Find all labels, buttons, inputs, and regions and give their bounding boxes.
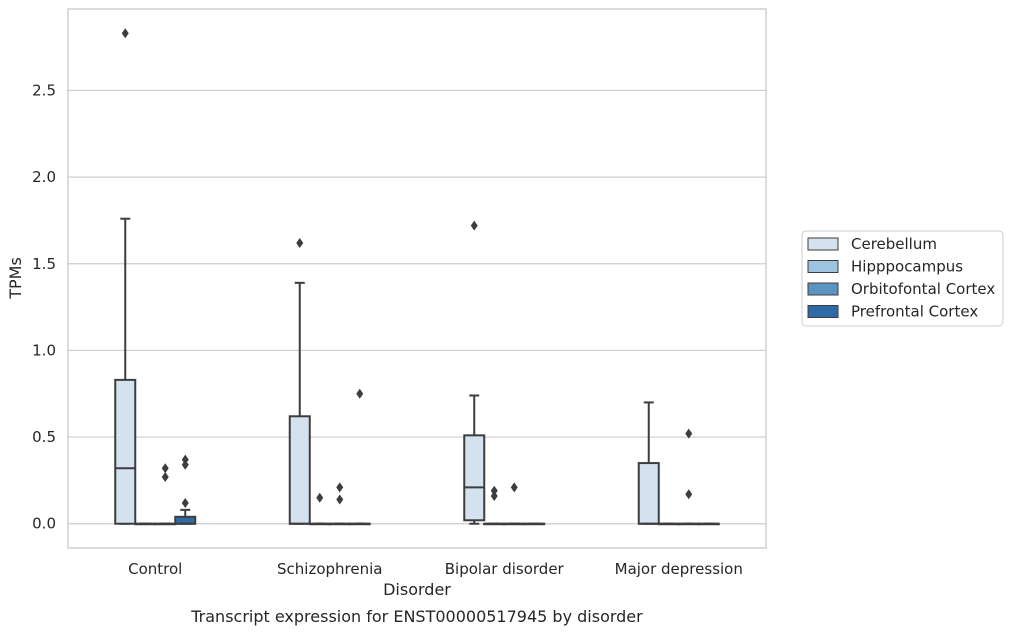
legend-frame [801,230,1004,327]
x-tick-label: Bipolar disorder [445,560,565,578]
box-prefrontal-cortex [697,522,720,526]
box-orbitofontal-cortex [677,428,700,526]
plot-area-frame [67,8,767,549]
x-tick-label: Major depression [615,560,743,578]
y-tick-labels: 0.0 0.5 1.0 1.5 2.0 2.5 [32,81,56,532]
y-tick-label: 2.0 [32,168,56,186]
box-prefrontal-cortex [348,388,371,526]
box-hipppocampus [657,522,680,526]
legend-label: Prefrontal Cortex [851,303,978,321]
box-body [114,378,137,525]
outlier-point [181,459,189,470]
outlier-point [121,28,129,39]
outlier-point [181,454,189,465]
legend-swatch [807,260,839,273]
outlier-point [296,237,304,248]
outlier-point [685,428,693,439]
box-body [174,515,197,525]
box-orbitofontal-cortex [328,482,351,526]
legend-label: Cerebellum [851,235,937,253]
box-cerebellum [114,28,137,525]
legend-swatch [807,237,839,251]
outlier-point [316,492,324,503]
box-body [637,462,660,525]
legend-label: Hipppocampus [851,258,963,276]
outlier-point [336,482,344,493]
x-tick-labels: Control Schizophrenia Bipolar disorder Majo… [128,560,743,578]
outlier-point [356,388,364,399]
box-hipppocampus [483,485,506,526]
box-cerebellum [637,401,660,525]
outlier-point [161,471,169,482]
box-cerebellum [288,237,311,525]
legend: Cerebellum Hipppocampus Orbitofontal Corte… [801,230,1004,327]
x-tick-label: Control [128,560,182,578]
outlier-point [510,482,518,493]
box-hipppocampus [308,492,331,526]
box-orbitofontal-cortex [503,482,526,526]
outlier-point [490,491,498,502]
box-body [288,415,311,525]
y-tick-label: 1.5 [32,255,56,273]
box-prefrontal-cortex [174,454,197,525]
box-prefrontal-cortex [523,522,546,526]
grid-lines [68,89,766,525]
box-cerebellum [463,220,486,525]
box-hipppocampus [134,522,157,526]
outlier-point [181,497,189,508]
y-tick-label: 0.0 [32,515,56,533]
y-axis-label: TPMs [6,257,25,300]
outlier-point [470,220,478,231]
x-tick-label: Schizophrenia [277,560,382,578]
box-orbitofontal-cortex [154,463,177,526]
legend-label: Orbitofontal Cortex [851,280,995,298]
outlier-point [685,489,693,500]
x-axis-label: Disorder [383,580,451,599]
outlier-point [490,485,498,496]
legend-swatch [807,282,839,296]
box-body [463,434,486,522]
legend-swatch [807,305,839,318]
y-tick-label: 2.5 [32,81,56,99]
y-tick-label: 0.5 [32,428,56,446]
y-tick-label: 1.0 [32,341,56,359]
chart-caption: Transcript expression for ENST0000051794… [190,607,643,626]
outlier-point [336,494,344,505]
outlier-point [161,463,169,474]
box-series [114,28,720,526]
